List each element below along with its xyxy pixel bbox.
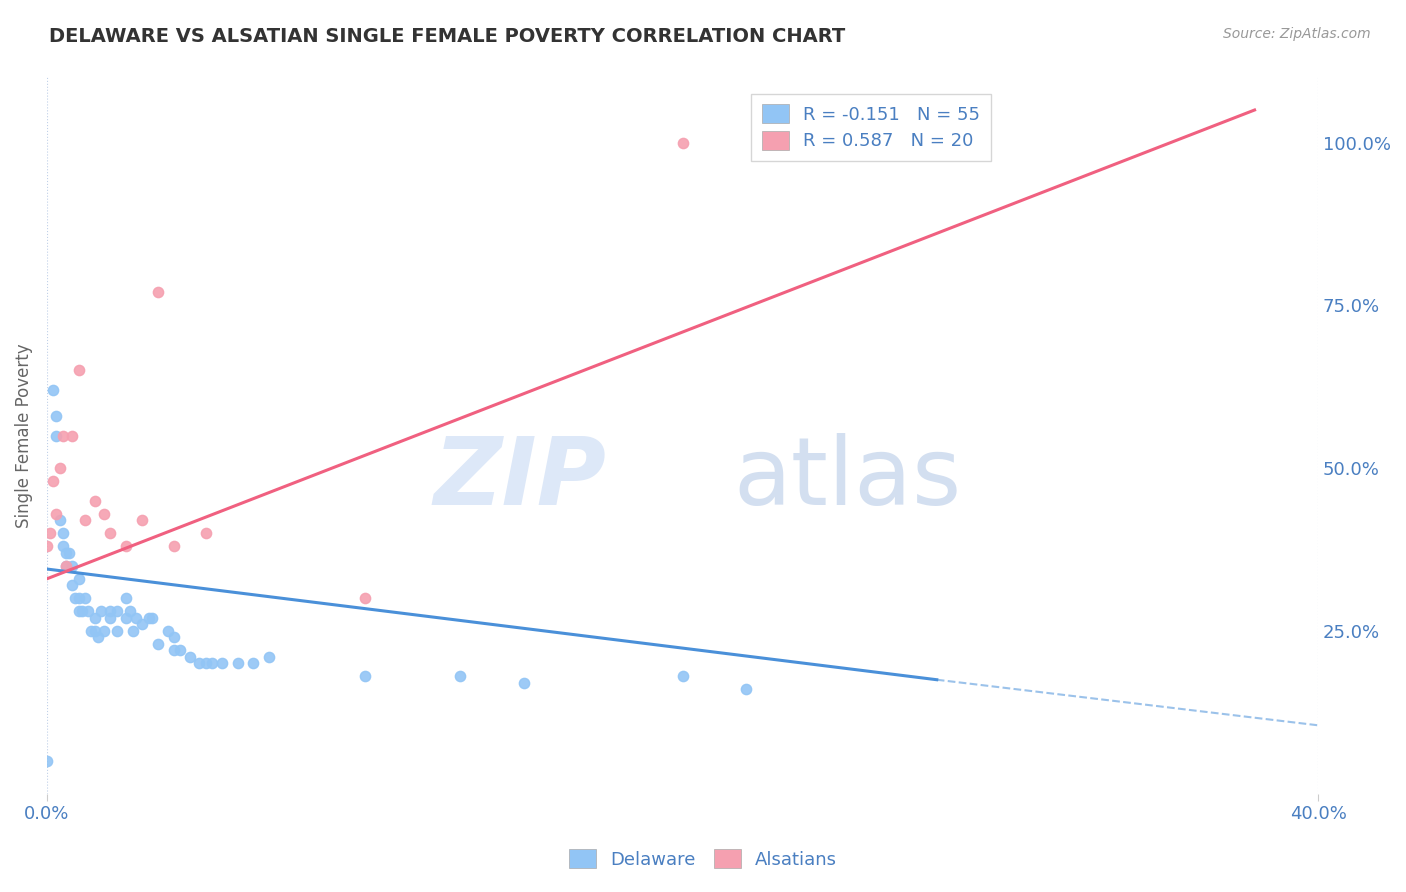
Point bbox=[42, 474, 65, 488]
Point bbox=[138, 611, 160, 625]
Point bbox=[163, 643, 186, 657]
Point bbox=[169, 643, 191, 657]
Point bbox=[512, 676, 534, 690]
Point bbox=[45, 428, 67, 442]
Point bbox=[115, 539, 138, 553]
Point bbox=[201, 657, 224, 671]
Point bbox=[45, 409, 67, 423]
Point bbox=[118, 604, 141, 618]
Point bbox=[125, 611, 148, 625]
Point bbox=[194, 657, 217, 671]
Point bbox=[48, 461, 70, 475]
Point bbox=[73, 591, 96, 606]
Text: DELAWARE VS ALSATIAN SINGLE FEMALE POVERTY CORRELATION CHART: DELAWARE VS ALSATIAN SINGLE FEMALE POVER… bbox=[49, 27, 845, 45]
Point bbox=[115, 611, 138, 625]
Point bbox=[449, 669, 471, 683]
Point bbox=[60, 558, 83, 573]
Point bbox=[93, 624, 115, 638]
Point bbox=[146, 637, 169, 651]
Point bbox=[259, 649, 281, 664]
Point bbox=[67, 363, 90, 377]
Point bbox=[52, 526, 75, 541]
Point bbox=[48, 513, 70, 527]
Point bbox=[45, 507, 67, 521]
Point bbox=[242, 657, 264, 671]
Point bbox=[353, 591, 375, 606]
Point bbox=[65, 591, 87, 606]
Point bbox=[163, 631, 186, 645]
Point bbox=[226, 657, 249, 671]
Point bbox=[52, 428, 75, 442]
Point bbox=[671, 136, 693, 150]
Point bbox=[105, 624, 128, 638]
Point bbox=[353, 669, 375, 683]
Point bbox=[141, 611, 163, 625]
Legend: R = -0.151   N = 55, R = 0.587   N = 20: R = -0.151 N = 55, R = 0.587 N = 20 bbox=[751, 94, 991, 161]
Point bbox=[131, 617, 153, 632]
Point bbox=[70, 604, 93, 618]
Point bbox=[671, 669, 693, 683]
Point bbox=[105, 604, 128, 618]
Point bbox=[179, 649, 201, 664]
Point bbox=[121, 624, 143, 638]
Point bbox=[100, 604, 122, 618]
Point bbox=[55, 558, 77, 573]
Point bbox=[67, 604, 90, 618]
Point bbox=[93, 507, 115, 521]
Point bbox=[55, 546, 77, 560]
Point bbox=[115, 591, 138, 606]
Point bbox=[42, 383, 65, 397]
Point bbox=[77, 604, 100, 618]
Point bbox=[67, 572, 90, 586]
Point bbox=[52, 539, 75, 553]
Point bbox=[90, 604, 112, 618]
Point bbox=[35, 539, 58, 553]
Point bbox=[131, 513, 153, 527]
Point bbox=[156, 624, 179, 638]
Point bbox=[83, 624, 105, 638]
Point bbox=[188, 657, 211, 671]
Text: atlas: atlas bbox=[734, 433, 962, 524]
Point bbox=[60, 578, 83, 592]
Point bbox=[87, 631, 110, 645]
Point bbox=[80, 624, 103, 638]
Point bbox=[100, 611, 122, 625]
Point bbox=[194, 526, 217, 541]
Point bbox=[60, 428, 83, 442]
Text: Source: ZipAtlas.com: Source: ZipAtlas.com bbox=[1223, 27, 1371, 41]
Point bbox=[58, 546, 80, 560]
Point bbox=[735, 682, 758, 697]
Point bbox=[146, 285, 169, 300]
Point bbox=[35, 754, 58, 768]
Point bbox=[211, 657, 233, 671]
Legend: Delaware, Alsatians: Delaware, Alsatians bbox=[561, 842, 845, 876]
Point bbox=[39, 526, 62, 541]
Point bbox=[100, 526, 122, 541]
Point bbox=[67, 591, 90, 606]
Point bbox=[73, 513, 96, 527]
Text: ZIP: ZIP bbox=[433, 433, 606, 524]
Point bbox=[163, 539, 186, 553]
Y-axis label: Single Female Poverty: Single Female Poverty bbox=[15, 343, 32, 528]
Point bbox=[55, 558, 77, 573]
Point bbox=[83, 611, 105, 625]
Point bbox=[83, 493, 105, 508]
